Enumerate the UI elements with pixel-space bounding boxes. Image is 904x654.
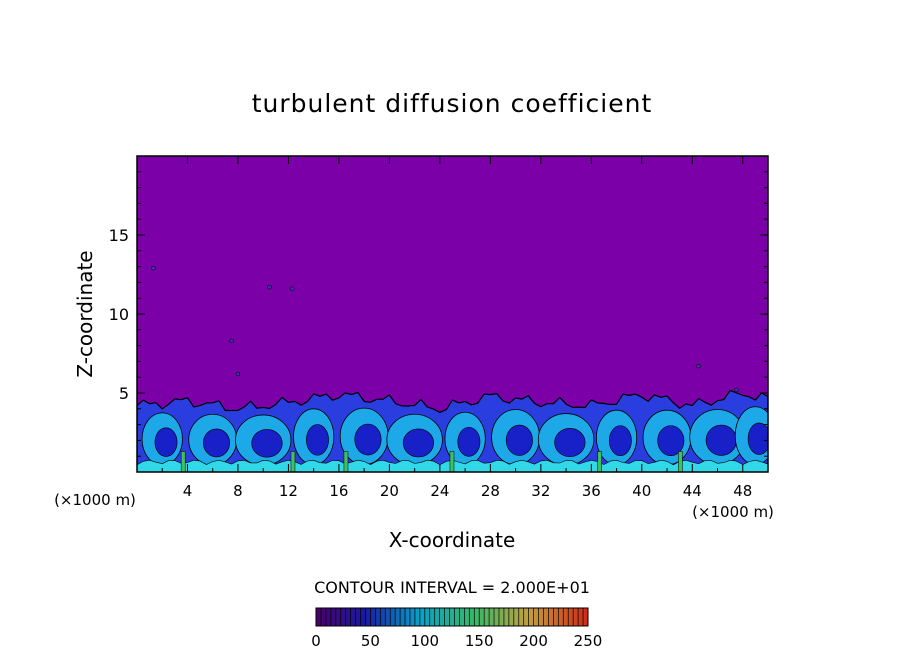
x-tick-label: 48 [733,482,752,500]
chart-title: turbulent diffusion coefficient [252,89,653,118]
scatter-blob [235,371,241,377]
x-tick-label: 28 [481,482,500,500]
colorbar-tick-label: 100 [410,632,439,650]
scatter-blob [267,284,272,290]
eddy-core [402,428,434,458]
x-tick-label: 32 [531,482,550,500]
colorbar-tick-label: 150 [465,632,494,650]
eddy-core [747,422,768,455]
colorbar-tick-label: 0 [311,632,321,650]
eddy-core [657,425,685,456]
eddy-core [154,427,178,457]
x-tick-label: 40 [632,482,651,500]
hotspot [290,451,296,472]
colorbar-tick-label: 50 [361,632,380,650]
y-tick-label: 5 [119,384,129,403]
x-tick-label: 8 [233,482,243,500]
x-unit-right: (×1000 m) [692,503,774,521]
boundary-layer-field [137,265,768,472]
scatter-blob [289,286,295,291]
hotspot [597,451,602,472]
colorbar-stripes [320,608,584,626]
eddy-core [505,424,533,456]
y-axis-ticks: 5 10 15 [109,171,768,457]
x-tick-label: 20 [380,482,399,500]
eddy-core [203,428,230,458]
x-axis-label: X-coordinate [389,528,516,552]
eddy-core [554,428,586,458]
y-tick-label: 15 [109,226,129,245]
y-tick-label: 10 [109,305,129,324]
eddy-core [306,424,329,456]
x-tick-label: 12 [279,482,298,500]
contour-interval-label: CONTOUR INTERVAL = 2.000E+01 [314,578,590,597]
scatter-blob [696,363,701,369]
x-tick-label: 36 [582,482,601,500]
eddy-core [705,424,737,456]
scatter-blob [151,265,156,271]
colorbar [315,607,589,627]
eddy-core [608,425,632,456]
x-tick-label: 4 [183,482,193,500]
x-unit-left: (×1000 m) [54,491,136,509]
colorbar-labels: 0 50 100 150 200 250 [311,632,602,650]
colorbar-tick-label: 200 [519,632,548,650]
x-tick-label: 44 [683,482,702,500]
x-axis-ticks: 4 8 12 16 20 24 28 32 36 40 44 48 [161,156,752,500]
x-tick-label: 24 [430,482,449,500]
scatter-blob [229,338,234,344]
y-axis-label: Z-coordinate [73,250,97,377]
scatter-blob [734,387,739,393]
eddy-core [457,426,481,457]
eddy-core [354,423,382,456]
x-tick-label: 16 [329,482,348,500]
colorbar-tick-label: 250 [574,632,603,650]
hotspot [180,451,186,472]
eddy-core [251,429,283,458]
hotspot [343,451,349,472]
hotspot [678,451,683,472]
hotspot [449,451,455,472]
